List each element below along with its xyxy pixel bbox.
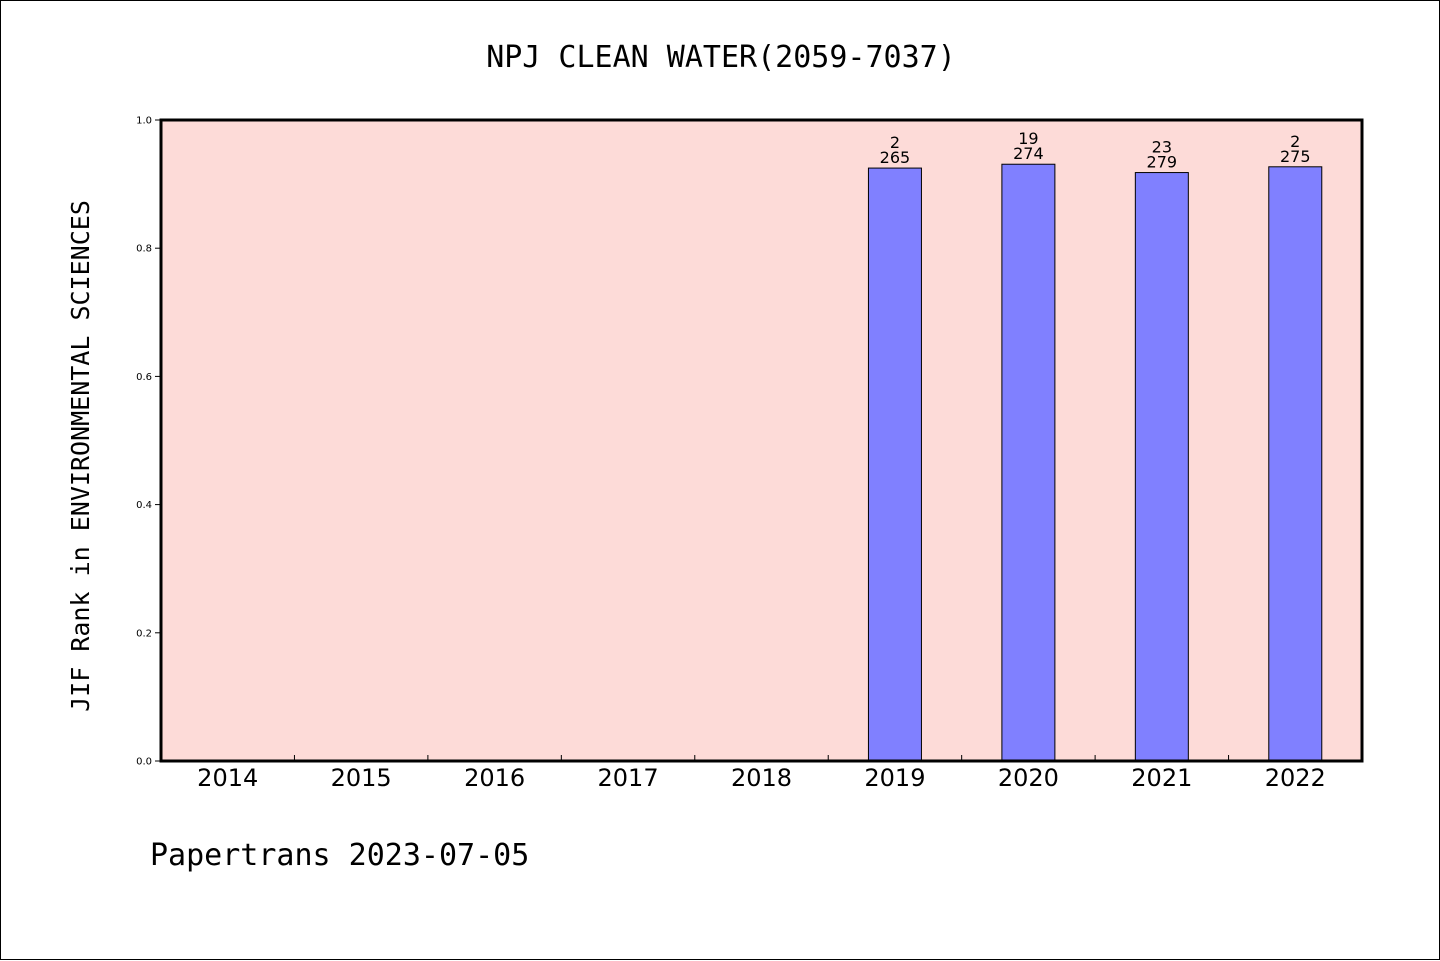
chart-title: NPJ CLEAN WATER(2059-7037) (486, 40, 956, 75)
y-axis-label: JIF Rank in ENVIRONMENTAL SCIENCES (66, 200, 95, 712)
x-axis-ticks: 2014 2015 2016 2017 2018 2019 2020 2021 2022 (197, 755, 1326, 792)
y-tick-label: 0.8 (136, 244, 152, 255)
bar-2019 (867, 167, 922, 762)
x-tick-label: 2022 (1265, 764, 1326, 792)
x-tick-label: 2021 (1131, 764, 1192, 792)
x-tick-label: 2014 (197, 764, 258, 792)
x-tick-label: 2020 (998, 764, 1059, 792)
bar-total-label: 265 (880, 148, 911, 167)
bars (867, 163, 1323, 762)
bar-2021 (1134, 172, 1189, 762)
y-tick-label: 0.4 (136, 500, 152, 511)
x-tick-label: 2018 (731, 764, 792, 792)
bar-rank-label: 19 (1018, 129, 1038, 148)
bar-total-label: 275 (1280, 147, 1311, 166)
bar-total-label: 274 (1013, 144, 1044, 163)
bar-rank-label: 2 (1290, 132, 1300, 151)
y-tick-label: 0.6 (136, 372, 152, 383)
x-tick-label: 2015 (331, 764, 392, 792)
y-axis-ticks: 0.0 0.2 0.4 0.6 0.8 1.0 (136, 116, 161, 768)
y-tick-label: 0.2 (136, 628, 152, 639)
bar-total-label: 279 (1147, 153, 1178, 172)
x-tick-label: 2017 (598, 764, 659, 792)
bar-2022 (1268, 166, 1323, 762)
bar-rank-label: 2 (890, 133, 900, 152)
plot-border (159, 118, 1364, 763)
y-tick-label: 1.0 (136, 116, 152, 127)
x-tick-label: 2016 (464, 764, 525, 792)
x-tick-label: 2019 (864, 764, 925, 792)
bar-rank-label: 23 (1152, 138, 1172, 157)
bar-2020 (1001, 163, 1056, 762)
y-tick-label: 0.0 (136, 757, 152, 768)
footer-text: Papertrans 2023-07-05 (150, 838, 529, 873)
